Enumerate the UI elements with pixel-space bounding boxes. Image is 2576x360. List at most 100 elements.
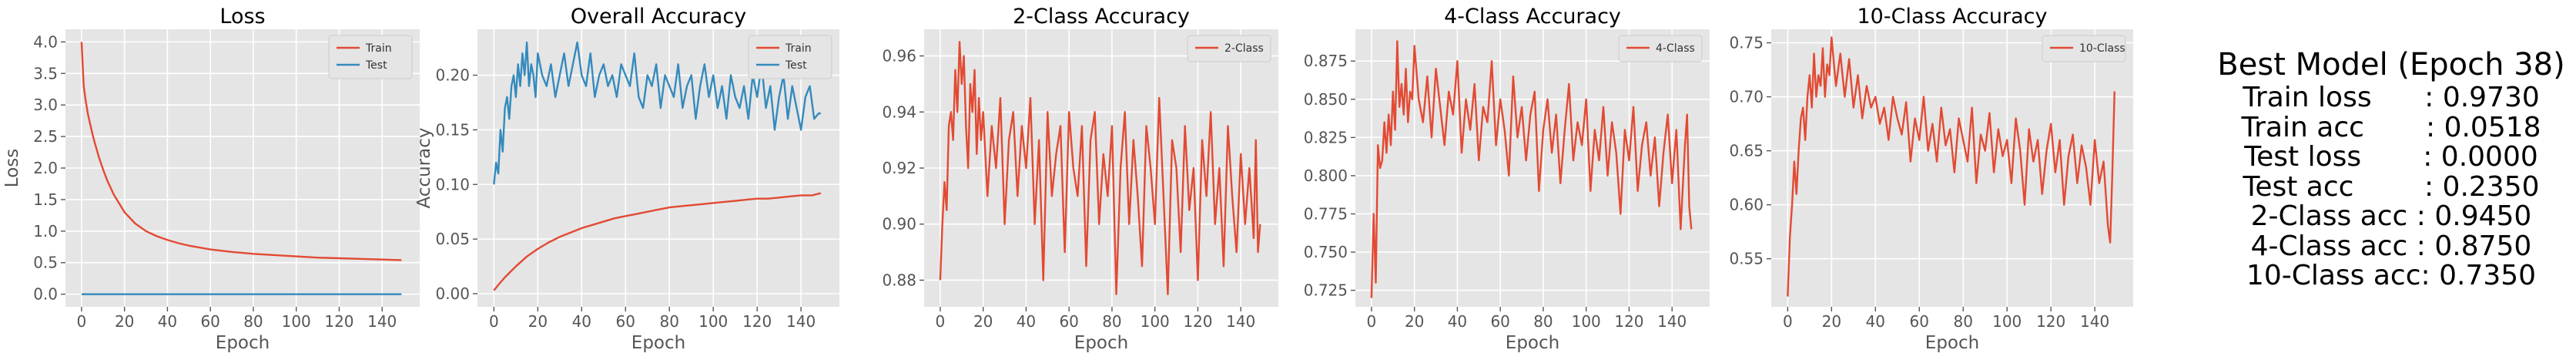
legend: 2-Class — [1187, 35, 1271, 62]
y-tick-label: 2.5 — [33, 127, 58, 146]
summary-2class-acc: 2-Class acc : 0.9450 — [2250, 200, 2532, 232]
x-tick-label: 80 — [1533, 312, 1553, 331]
x-tick-label: 100 — [1992, 312, 2022, 331]
y-tick-label: 0.00 — [435, 284, 470, 303]
x-tick-label: 80 — [1954, 312, 1973, 331]
legend-label-2-class: 2-Class — [1224, 42, 1264, 55]
x-tick-label: 120 — [1614, 312, 1643, 331]
x-axis-label: Epoch — [1074, 333, 1128, 353]
chart-title: Overall Accuracy — [571, 5, 746, 29]
y-tick-label: 3.5 — [33, 64, 58, 82]
y-tick-label: 1.0 — [33, 222, 58, 241]
x-tick-label: 140 — [2080, 312, 2109, 331]
legend-box — [1187, 35, 1271, 62]
legend-label-4-class: 4-Class — [1656, 42, 1695, 55]
best-model-summary: Best Model (Epoch 38) Train loss : 0.973… — [2210, 46, 2572, 291]
x-tick-label: 100 — [1141, 312, 1170, 331]
x-tick-label: 80 — [660, 312, 679, 331]
series-line-train — [80, 42, 402, 261]
x-tick-label: 80 — [1102, 312, 1121, 331]
legend-label-10-class: 10-Class — [2079, 42, 2125, 55]
x-tick-label: 40 — [572, 312, 591, 331]
x-tick-label: 0 — [489, 312, 499, 331]
x-tick-label: 0 — [1783, 312, 1793, 331]
x-tick-label: 40 — [1017, 312, 1036, 331]
legend-box — [748, 35, 832, 79]
legend-box — [2042, 35, 2126, 62]
x-tick-label: 80 — [243, 312, 263, 331]
y-tick-label: 4.0 — [33, 32, 58, 51]
x-tick-label: 120 — [742, 312, 772, 331]
legend-label-train: Train — [785, 42, 812, 55]
legend: 4-Class — [1618, 35, 1703, 62]
y-tick-label: 0.70 — [1729, 88, 1764, 106]
x-axis-label: Epoch — [216, 333, 270, 353]
x-tick-label: 0 — [77, 312, 87, 331]
y-tick-label: 0.800 — [1304, 167, 1348, 185]
x-axis-label: Epoch — [631, 333, 685, 353]
x-tick-label: 120 — [1183, 312, 1212, 331]
x-tick-label: 20 — [973, 312, 993, 331]
summary-test-acc: Test acc : 0.2350 — [2243, 170, 2540, 203]
y-tick-label: 0.55 — [1729, 250, 1764, 268]
chart-title: 10-Class Accuracy — [1857, 5, 2048, 29]
x-tick-label: 0 — [1367, 312, 1377, 331]
y-tick-label: 0.850 — [1304, 90, 1348, 109]
chart-panel-2-class-accuracy: 0 20 40 60 80 100 120 140 0.88 0.90 0.92 0.94 0.96 2-… — [882, 5, 1278, 353]
x-tick-label: 20 — [528, 312, 548, 331]
y-tick-label: 0.60 — [1729, 196, 1764, 214]
chart-title: Loss — [219, 5, 265, 29]
x-tick-label: 120 — [2036, 312, 2065, 331]
series-line-train — [493, 192, 822, 291]
y-tick-label: 0.5 — [33, 254, 58, 272]
x-axis-label: Epoch — [1925, 333, 1979, 353]
y-tick-label: 0.825 — [1304, 128, 1348, 146]
summary-4class-acc: 4-Class acc : 0.8750 — [2250, 230, 2532, 262]
x-axis-label: Epoch — [1506, 333, 1559, 353]
y-tick-label: 0.15 — [435, 120, 470, 139]
y-tick-label: 0.775 — [1304, 204, 1348, 223]
y-tick-label: 1.5 — [33, 190, 58, 209]
x-tick-label: 20 — [1405, 312, 1424, 331]
x-tick-label: 140 — [786, 312, 816, 331]
legend-box — [1618, 35, 1703, 62]
x-tick-label: 20 — [1822, 312, 1841, 331]
x-tick-label: 100 — [282, 312, 311, 331]
summary-10class-acc: 10-Class acc: 0.7350 — [2246, 260, 2537, 291]
x-tick-label: 40 — [1866, 312, 1885, 331]
series-line-10-class — [1787, 36, 2115, 297]
x-tick-label: 0 — [936, 312, 946, 331]
x-tick-label: 140 — [1657, 312, 1687, 331]
x-tick-label: 120 — [324, 312, 353, 331]
chart-panel-4-class-accuracy: 0 20 40 60 80 100 120 140 0.725 0.750 0.775 0.800 0.… — [1304, 5, 1710, 353]
y-axis-label: Accuracy — [414, 127, 434, 208]
legend-label-test: Test — [365, 59, 387, 72]
y-tick-label: 0.0 — [33, 285, 58, 304]
y-tick-label: 0.725 — [1304, 281, 1348, 300]
series-line-2-class — [939, 41, 1261, 295]
y-tick-label: 0.96 — [882, 47, 916, 66]
x-tick-label: 40 — [158, 312, 177, 331]
y-tick-label: 3.0 — [33, 96, 58, 114]
x-tick-label: 100 — [1572, 312, 1601, 331]
x-tick-label: 60 — [1910, 312, 1929, 331]
series-line-4-class — [1370, 40, 1693, 298]
y-tick-label: 0.05 — [435, 230, 470, 248]
y-tick-label: 0.10 — [435, 175, 470, 193]
chart-panel-10-class-accuracy: 0 20 40 60 80 100 120 140 0.55 0.60 0.65 0.70 0.75 10… — [1729, 5, 2133, 353]
y-tick-label: 0.20 — [435, 66, 470, 85]
y-tick-label: 0.92 — [882, 159, 916, 177]
y-tick-label: 0.88 — [882, 271, 916, 289]
legend-label-train: Train — [365, 42, 392, 55]
legend: 10-Class — [2042, 35, 2126, 62]
chart-title: 4-Class Accuracy — [1444, 5, 1621, 29]
y-tick-label: 0.65 — [1729, 142, 1764, 160]
x-tick-label: 20 — [115, 312, 134, 331]
summary-train-loss: Train loss : 0.9730 — [2243, 82, 2540, 113]
chart-panel-loss: 0 20 40 60 80 100 120 140 0.0 0.5 1.0 1.5 2.0 2.5 3.0 3… — [2, 5, 420, 353]
y-tick-label: 0.94 — [882, 103, 916, 121]
legend: Train Test — [328, 35, 413, 79]
y-tick-label: 0.75 — [1729, 34, 1764, 52]
y-tick-label: 0.750 — [1304, 243, 1348, 261]
chart-panel-overall-accuracy: 0 20 40 60 80 100 120 140 0.00 0.05 0.10 0.15 0.20 Ov… — [414, 5, 839, 353]
